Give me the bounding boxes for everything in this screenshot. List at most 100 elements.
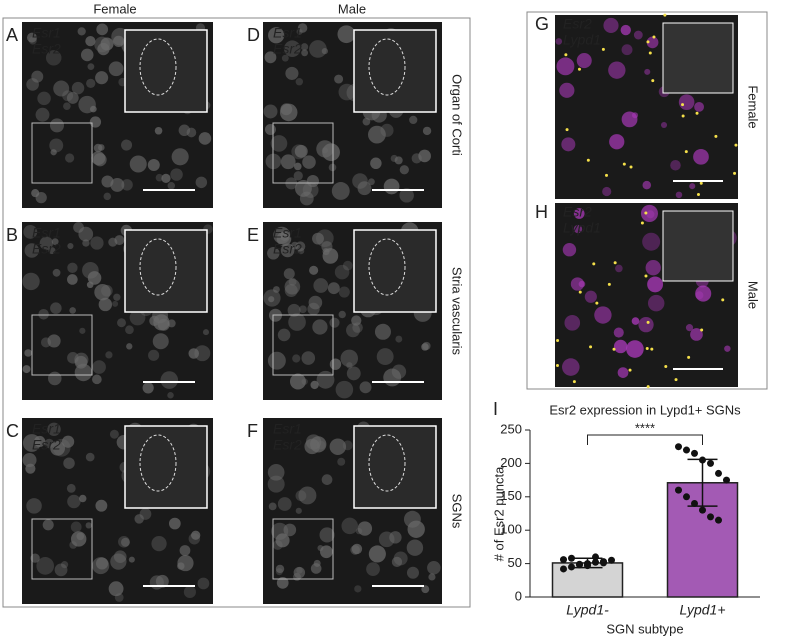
cell	[85, 522, 92, 529]
panel-letter: F	[247, 421, 258, 441]
cell	[149, 315, 160, 326]
cell	[321, 474, 333, 485]
channel-label: Esr1	[32, 225, 61, 241]
channel-label: Esr2	[32, 241, 61, 257]
cell	[296, 28, 303, 35]
cell	[584, 290, 597, 303]
cell	[645, 260, 661, 276]
cell	[62, 90, 74, 102]
cell	[161, 173, 171, 183]
puncta	[652, 35, 656, 39]
cell	[689, 183, 696, 190]
y-tick-label: 100	[500, 522, 522, 537]
cell	[603, 17, 619, 34]
cell	[633, 30, 643, 40]
cell	[562, 243, 577, 257]
cell	[316, 140, 334, 158]
cell	[287, 303, 301, 317]
cell	[63, 457, 75, 469]
cell	[337, 457, 346, 466]
cell	[638, 317, 654, 333]
cell	[191, 530, 201, 540]
puncta	[556, 339, 560, 343]
cell	[34, 435, 46, 448]
cell	[632, 112, 639, 119]
channel-label: Esr2	[32, 437, 61, 453]
cell	[113, 293, 121, 301]
cell	[406, 566, 419, 579]
cell	[395, 335, 403, 343]
cell	[338, 286, 350, 298]
cell	[340, 349, 359, 368]
channel-label: Esr2	[273, 41, 302, 57]
cell	[376, 348, 394, 366]
cell	[279, 231, 289, 241]
cell	[288, 277, 297, 286]
cell	[197, 577, 210, 590]
puncta	[578, 290, 582, 294]
cell	[198, 132, 212, 145]
cell	[125, 325, 134, 335]
cell	[67, 274, 78, 285]
cell	[194, 345, 211, 362]
cell	[35, 107, 50, 122]
cell	[67, 262, 78, 273]
cell	[309, 265, 319, 275]
cell	[24, 243, 40, 258]
inset	[662, 210, 734, 282]
cell	[148, 349, 160, 361]
cell	[341, 517, 358, 535]
cell	[268, 27, 285, 44]
cell	[22, 453, 37, 468]
side-label: Female	[746, 85, 761, 128]
data-point	[715, 516, 722, 524]
cell	[275, 533, 290, 548]
cell	[297, 23, 308, 33]
channel-label: Lypd1	[563, 220, 601, 236]
cell	[195, 176, 208, 189]
puncta	[733, 171, 737, 175]
puncta	[646, 40, 650, 44]
cell	[334, 264, 350, 280]
cell	[316, 229, 334, 248]
cell	[284, 284, 298, 298]
cell	[608, 61, 626, 79]
puncta	[592, 262, 596, 266]
data-point	[560, 556, 567, 564]
right-frame	[526, 11, 768, 390]
cell	[295, 78, 304, 86]
puncta	[613, 261, 617, 265]
puncta	[663, 13, 667, 17]
cell	[80, 48, 94, 62]
cell	[391, 556, 403, 568]
cell	[183, 585, 196, 599]
cell	[642, 232, 661, 251]
chart-title: Esr2 expression in Lypd1+ SGNs	[549, 402, 741, 417]
cell	[305, 434, 322, 450]
cell	[293, 566, 306, 579]
puncta	[684, 150, 688, 154]
cell	[694, 101, 705, 112]
puncta	[714, 134, 718, 138]
puncta	[640, 221, 644, 225]
y-tick-label: 50	[508, 555, 522, 570]
puncta	[629, 165, 633, 169]
cell	[110, 177, 125, 192]
cell	[76, 532, 85, 541]
cell	[77, 27, 86, 36]
puncta	[734, 143, 738, 147]
roi-box	[31, 314, 93, 376]
left-frame	[2, 17, 471, 608]
cell	[47, 422, 61, 436]
cell	[556, 57, 575, 76]
cell	[427, 561, 441, 575]
cell	[357, 181, 372, 196]
cell	[620, 24, 631, 36]
puncta	[645, 347, 649, 351]
channel-label: Esr1	[32, 421, 61, 437]
data-point	[576, 560, 583, 568]
panel-letter: E	[247, 225, 259, 245]
cell	[675, 191, 683, 199]
cell	[49, 118, 65, 133]
puncta	[721, 298, 725, 302]
